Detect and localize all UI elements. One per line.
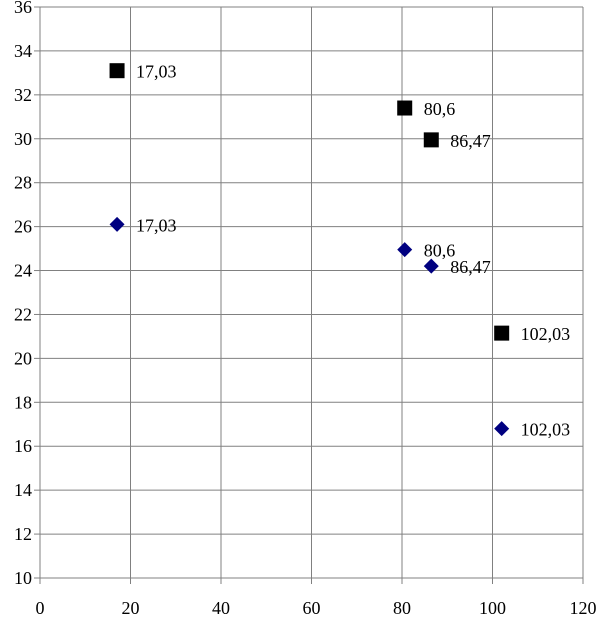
data-label-0-1: 80,6 xyxy=(424,99,456,119)
axes xyxy=(34,6,584,584)
x-tick-label-120: 120 xyxy=(570,598,597,617)
data-label-0-2: 86,47 xyxy=(450,131,491,151)
x-tick-label-80: 80 xyxy=(393,598,411,617)
x-tick-label-0: 0 xyxy=(36,598,45,617)
diamond-marker-1 xyxy=(397,242,413,258)
y-tick-label-22: 22 xyxy=(14,304,32,324)
data-label-1-1: 80,6 xyxy=(424,241,456,261)
y-tick-label-20: 20 xyxy=(14,348,32,368)
y-tick-label-16: 16 xyxy=(14,436,32,456)
y-tick-label-10: 10 xyxy=(14,568,32,588)
y-tick-label-12: 12 xyxy=(14,524,32,544)
x-tick-label-20: 20 xyxy=(122,598,140,617)
x-tick-label-40: 40 xyxy=(212,598,230,617)
diamond-marker-2 xyxy=(423,258,439,274)
data-label-0-3: 102,03 xyxy=(521,324,571,344)
y-tick-label-28: 28 xyxy=(14,173,32,193)
square-marker-3 xyxy=(494,325,510,341)
tick-labels: 10 12 14 16 18 20 22 24 26 28 30 32 34 36 0 20 40 60 80 100… xyxy=(14,0,597,617)
y-tick-label-32: 32 xyxy=(14,85,32,105)
y-tick-label-34: 34 xyxy=(14,41,32,61)
grid-lines xyxy=(39,6,584,579)
data-points xyxy=(109,63,510,437)
y-tick-label-26: 26 xyxy=(14,217,32,237)
data-label-1-2: 86,47 xyxy=(450,257,491,277)
y-tick-label-24: 24 xyxy=(14,261,32,281)
square-marker-2 xyxy=(423,132,439,148)
y-tick-label-36: 36 xyxy=(14,0,32,17)
y-tick-label-18: 18 xyxy=(14,392,32,412)
diamond-marker-0 xyxy=(109,216,125,232)
diamond-marker-3 xyxy=(494,421,510,437)
data-label-1-0: 17,03 xyxy=(136,215,177,235)
data-label-1-3: 102,03 xyxy=(521,420,571,440)
x-tick-label-60: 60 xyxy=(303,598,321,617)
square-marker-1 xyxy=(397,100,413,116)
data-label-0-0: 17,03 xyxy=(136,62,177,82)
y-tick-label-14: 14 xyxy=(14,480,32,500)
square-marker-0 xyxy=(109,63,125,79)
x-tick-label-100: 100 xyxy=(479,598,506,617)
y-tick-label-30: 30 xyxy=(14,129,32,149)
